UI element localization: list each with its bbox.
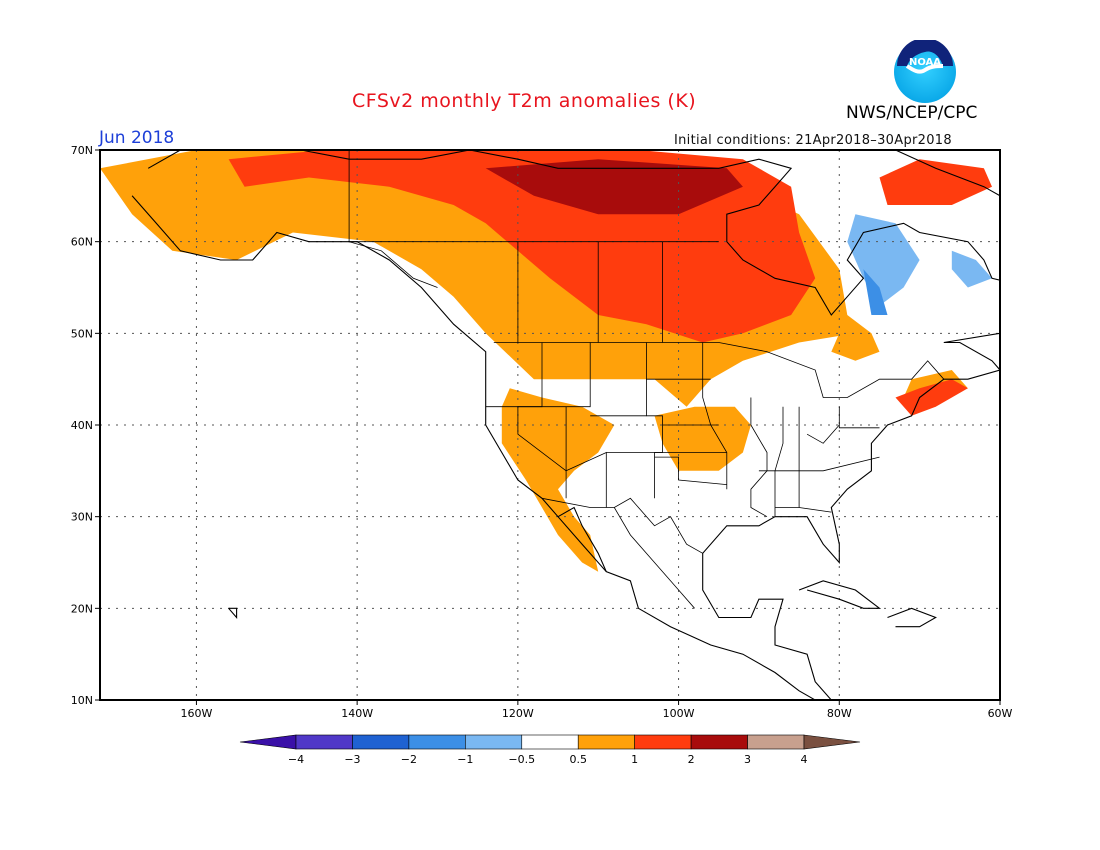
political-boundaries (348, 150, 945, 609)
org-label: NWS/NCEP/CPC (846, 103, 978, 123)
boundary-us-canada (493, 342, 945, 398)
anomaly-region-11 (863, 269, 888, 315)
boundary-us-mid-6 (654, 456, 727, 485)
lon-tick-label: 160W (180, 707, 212, 720)
forecast-month: Jun 2018 (99, 128, 175, 148)
coastline-baja-gulf (557, 506, 607, 572)
lat-tick-label: 20N (71, 602, 93, 615)
coastline-cuba (798, 580, 882, 609)
coastline-hispaniola (887, 607, 937, 628)
lon-tick-label: 80W (827, 707, 852, 720)
boundary-us-west-3 (565, 406, 607, 508)
lat-tick-label: 10N (71, 694, 93, 707)
boundary-mexico-states (613, 507, 695, 609)
anomaly-region-1 (501, 388, 615, 572)
boundary-us-east-7 (806, 424, 840, 444)
lon-tick-label: 140W (341, 707, 373, 720)
boundary-alaska-canada (348, 150, 438, 288)
logo-text: NOAA (909, 57, 941, 68)
lat-tick-label: 70N (71, 144, 93, 157)
noaa-logo: NOAA (894, 40, 956, 103)
anomaly-region-6 (879, 159, 992, 205)
boundary-us-mid-1 (646, 342, 663, 499)
boundary-us-west-1 (517, 342, 567, 499)
boundary-us-east-5 (775, 507, 832, 513)
boundary-us-mid-7 (702, 342, 728, 490)
anomaly-region-3 (831, 315, 880, 361)
lat-tick-label: 40N (71, 419, 93, 432)
boundary-us-west-2 (485, 342, 591, 408)
initial-conditions: Initial conditions: 21Apr2018–30Apr2018 (674, 133, 952, 148)
boundary-us-east-6 (838, 406, 880, 429)
lon-tick-label: 120W (502, 707, 534, 720)
lon-tick-label: 100W (663, 707, 695, 720)
lat-tick-label: 60N (71, 236, 93, 249)
boundary-us-east-4 (758, 456, 880, 472)
anomaly-region-8 (485, 159, 743, 215)
coastline-greenland (895, 150, 1000, 197)
boundary-us-east-2 (774, 406, 784, 517)
axis-ticks: 10N 20N 30N 40N 50N 60N 70N 160W 140W 120W 100W 80W… (71, 144, 1013, 720)
map-title: CFSv2 monthly T2m anomalies (K) (352, 90, 697, 112)
coastlines (131, 150, 1000, 700)
lat-tick-label: 30N (71, 511, 93, 524)
lon-tick-label: 60W (988, 707, 1013, 720)
coastline-hawaii (228, 607, 238, 619)
coastline-north-america (131, 150, 1000, 700)
boundary-us-mexico (541, 497, 703, 554)
anomaly-region-9 (847, 214, 920, 306)
lat-tick-label: 50N (71, 327, 93, 340)
anomaly-region-10 (951, 250, 992, 288)
anomaly-region-7 (895, 379, 968, 416)
